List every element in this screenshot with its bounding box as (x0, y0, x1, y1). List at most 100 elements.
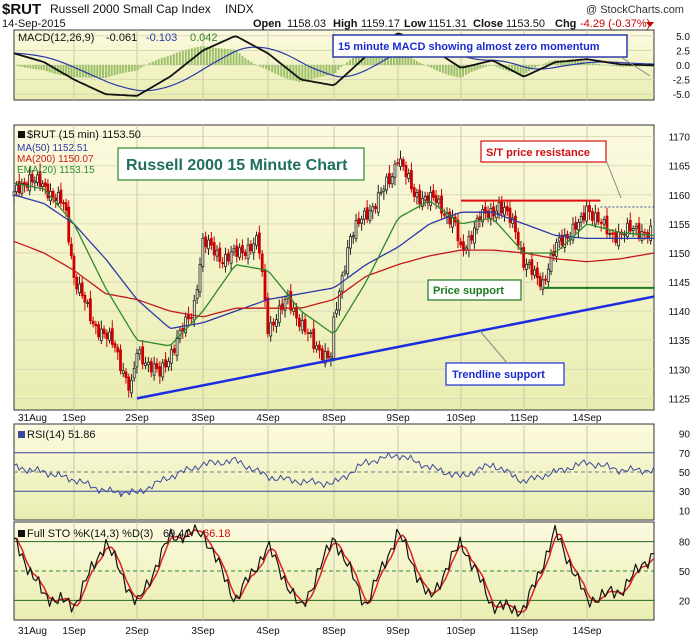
x-tick-label: 8Sep (322, 626, 346, 637)
macd-hist-bar (51, 65, 54, 73)
price-candle (401, 156, 405, 172)
x-tick-label: 11Sep (510, 413, 539, 424)
x-tick-label: 1Sep (62, 626, 86, 637)
price-candle (102, 325, 106, 339)
macd-y-tick: 2.5 (676, 46, 690, 57)
macd-hist-bar (175, 52, 178, 65)
price-candle (315, 341, 318, 353)
macd-hist-bar (490, 65, 493, 66)
rsi-series (13, 452, 655, 498)
macd-hist-bar (26, 65, 29, 69)
macd-hist-bar (178, 51, 181, 65)
price-candle (241, 239, 244, 261)
candle-body (43, 182, 47, 187)
candle-body (198, 264, 202, 293)
candle-body (99, 328, 103, 341)
candle-body (249, 243, 253, 252)
price-candle (277, 299, 281, 327)
price-candle (215, 245, 219, 262)
price-candle (132, 361, 136, 382)
macd-hist-bar (184, 49, 187, 65)
price-candle (525, 258, 528, 277)
macd-hist-bar (340, 65, 343, 67)
price-candle (280, 297, 284, 315)
candle-body (396, 162, 400, 165)
candle-body (41, 183, 45, 188)
sto-legend-swatch (18, 530, 25, 537)
candle-body (611, 232, 615, 235)
macd-hist-bar (597, 64, 600, 65)
sto-y-tick: 20 (679, 596, 691, 607)
trendline-pointer (479, 330, 509, 365)
sto-legend: Full STO %K(14,3) %D(3) 69.41 66.18 (18, 528, 231, 540)
macd-hist-bar (96, 65, 99, 78)
price-candle (418, 184, 422, 209)
price-candle (207, 234, 210, 255)
x-tick-label: 10Sep (447, 626, 476, 637)
candle-body (67, 206, 71, 243)
macd-hist-bar (349, 59, 352, 65)
price-candle (246, 237, 250, 265)
macd-hist-bar (487, 65, 490, 66)
macd-hist-bar (334, 65, 337, 74)
candle-body (209, 237, 213, 246)
candle-body (152, 363, 156, 376)
candle-body (456, 219, 460, 242)
macd-hist-bar (594, 63, 597, 65)
candle-body (522, 246, 526, 268)
price-y-tick: 1160 (668, 191, 690, 202)
candle-body (318, 344, 321, 351)
macd-hist-bar (172, 53, 175, 65)
macd-hist-bar (607, 65, 610, 66)
price-candle (108, 327, 111, 344)
candle-body (218, 247, 222, 262)
price-candle (269, 315, 273, 342)
price-candle (399, 150, 402, 171)
macd-hist-bar (205, 46, 208, 65)
macd-hist-bar (226, 49, 229, 65)
price-candle (585, 200, 589, 225)
price-candle (332, 312, 336, 362)
ma200-line (13, 240, 655, 318)
price-candle (149, 357, 153, 378)
price-candle (226, 248, 230, 266)
price-candle (184, 312, 188, 337)
macd-hist-bar (59, 65, 62, 75)
macd-hist-bar (453, 65, 456, 77)
price-candle (351, 231, 355, 244)
macd-hist-bar (148, 63, 151, 65)
sto-series (13, 524, 655, 617)
candle-body (272, 321, 275, 326)
candle-body (368, 210, 372, 222)
candle-body (470, 234, 474, 241)
price-candle (362, 207, 366, 226)
macd-hist-bar (516, 65, 519, 74)
candle-body (91, 320, 95, 325)
candle-body (23, 181, 26, 185)
candle-body (320, 348, 324, 361)
sto-d-line (13, 529, 655, 613)
candle-body (130, 379, 133, 394)
price-candle (577, 218, 580, 238)
macd-hist-bar (235, 50, 238, 65)
macd-hist-bar (525, 65, 528, 74)
candle-body (508, 207, 512, 223)
macd-hist-bar (217, 48, 220, 65)
price-candle (306, 328, 310, 342)
candle-body (315, 345, 318, 350)
low-label: Low (404, 18, 426, 30)
price-candle (522, 242, 526, 271)
candle-body (229, 251, 233, 264)
macd-hist-bar (346, 62, 349, 65)
candle-body (164, 359, 167, 368)
macd-hist-bar (259, 65, 262, 67)
candle-body (467, 236, 471, 251)
macd-hist-bar (208, 47, 211, 65)
candle-body (201, 237, 205, 268)
sto-y-tick: 80 (679, 538, 691, 549)
macd-hist-bar (136, 65, 139, 71)
macd-hist-bar (250, 62, 253, 65)
macd-hist-bar (476, 65, 479, 70)
candle-body (357, 218, 361, 225)
